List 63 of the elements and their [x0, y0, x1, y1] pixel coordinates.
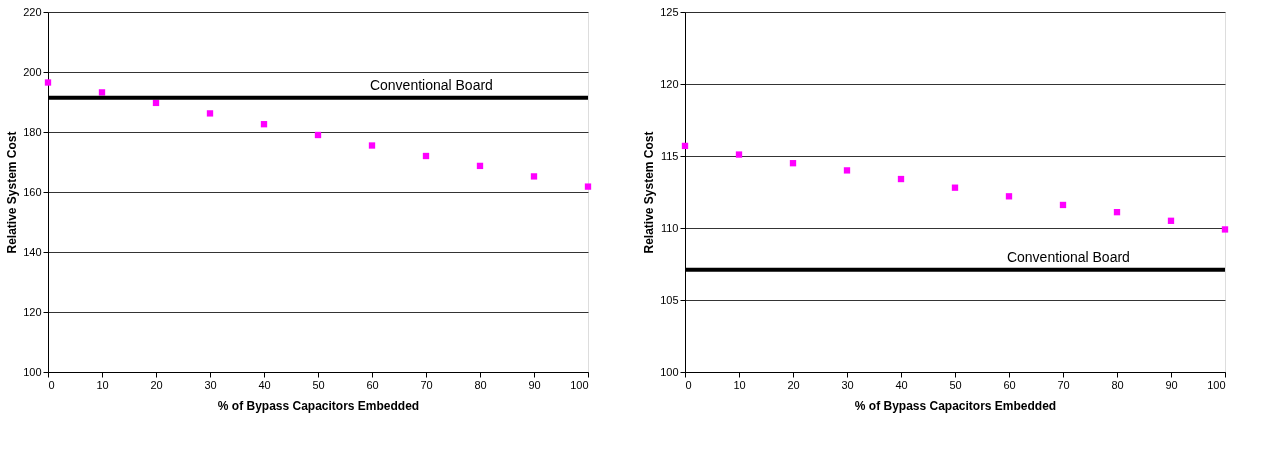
x-tick-label: 20	[787, 378, 800, 391]
point	[260, 121, 268, 128]
x-tick-label: 50	[949, 378, 962, 391]
x-axis-title: % of Bypass Capacitors Embedded	[217, 398, 420, 413]
point	[206, 110, 214, 117]
x-tick-label: 10	[733, 378, 746, 391]
x-tick-label: 100	[570, 378, 589, 391]
y-tick-label: 105	[660, 293, 679, 306]
x-tick-label: 0	[48, 378, 55, 391]
y-tick-label: 220	[23, 5, 42, 18]
point	[681, 142, 689, 150]
x-tick-label: 0	[685, 378, 692, 391]
y-tick-label: 100	[660, 365, 679, 378]
ref-line-label: Conventional Board	[369, 76, 493, 93]
y-tick-label: 125	[660, 5, 679, 18]
y-axis-title: Relative System Cost	[642, 131, 657, 254]
y-tick-label: 200	[23, 65, 42, 78]
point	[152, 99, 160, 107]
x-tick-label: 60	[366, 378, 379, 391]
x-tick-label: 30	[204, 378, 217, 391]
x-tick-label: 10	[96, 378, 109, 391]
x-tick-label: 90	[1165, 378, 1178, 391]
point	[951, 184, 959, 191]
x-tick-label: 80	[1111, 378, 1124, 391]
point	[789, 160, 797, 167]
y-tick-label: 180	[23, 125, 42, 138]
x-tick-label: 40	[895, 378, 908, 391]
point	[897, 175, 905, 183]
point	[98, 89, 106, 96]
x-tick-label: 40	[258, 378, 271, 391]
point	[476, 162, 484, 170]
x-tick-label: 20	[150, 378, 163, 391]
ref-line-label: Conventional Board	[1006, 248, 1130, 265]
y-tick-label: 100	[23, 365, 42, 378]
point	[843, 167, 851, 174]
y-tick-label: 115	[660, 149, 679, 162]
point	[44, 79, 52, 86]
y-tick-label: 160	[23, 185, 42, 198]
x-tick-label: 90	[528, 378, 541, 391]
x-tick-label: 80	[474, 378, 487, 391]
y-tick-label: 120	[660, 77, 679, 90]
y-axis-title: Relative System Cost	[5, 131, 20, 254]
x-tick-label: 50	[312, 378, 325, 391]
x-axis-title: % of Bypass Capacitors Embedded	[854, 398, 1057, 413]
x-tick-label: 70	[420, 378, 433, 391]
point	[1059, 201, 1067, 209]
x-tick-label: 60	[1003, 378, 1016, 391]
point	[1005, 193, 1013, 200]
point	[422, 152, 430, 160]
y-tick-label: 110	[660, 221, 679, 234]
y-tick-label: 120	[23, 305, 42, 318]
point	[1221, 226, 1229, 233]
point	[1113, 209, 1121, 216]
point	[735, 151, 743, 158]
point	[1167, 217, 1175, 224]
y-tick-label: 140	[23, 245, 42, 258]
point	[368, 142, 376, 149]
point	[314, 131, 322, 139]
point	[584, 183, 592, 190]
x-tick-label: 100	[1207, 378, 1226, 391]
point	[530, 173, 538, 180]
x-tick-label: 30	[841, 378, 854, 391]
x-tick-label: 70	[1057, 378, 1070, 391]
